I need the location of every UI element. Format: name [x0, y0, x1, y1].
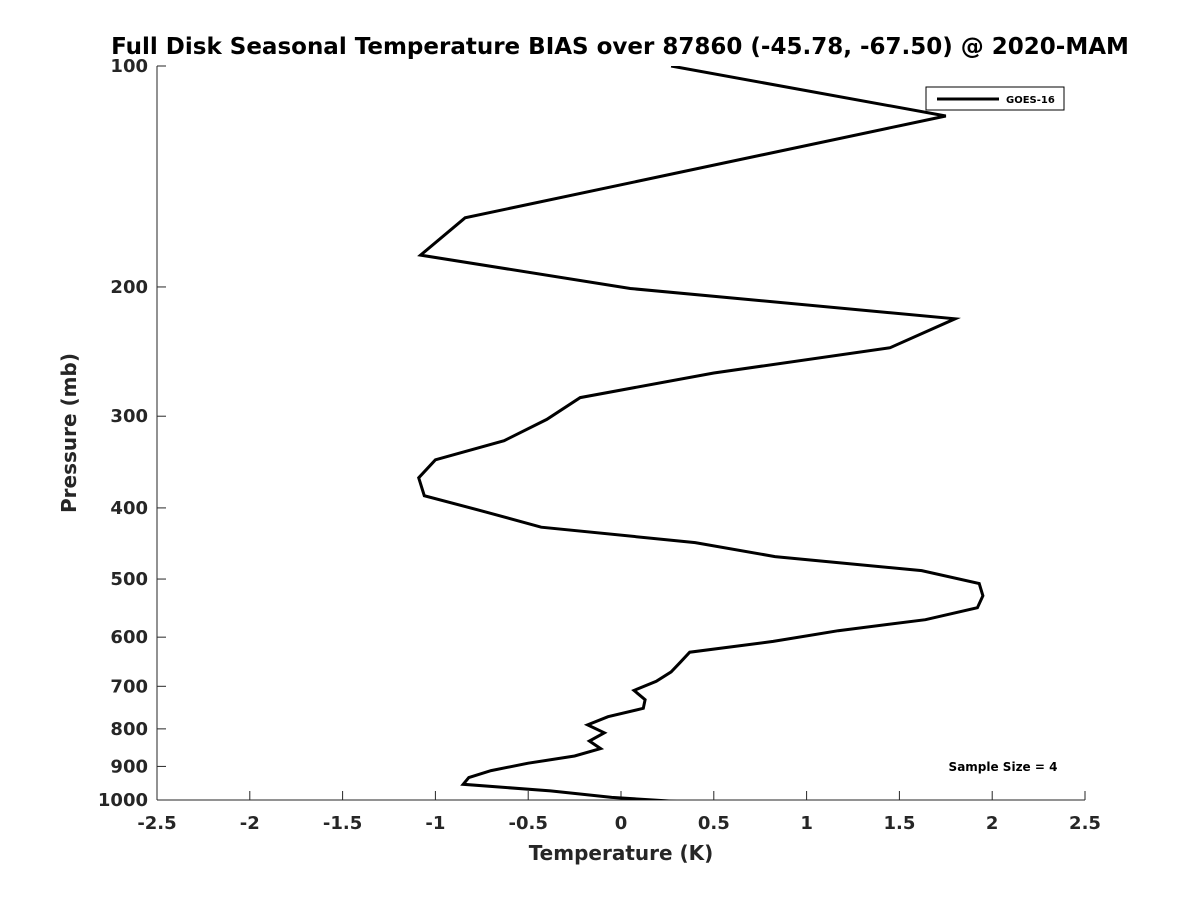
x-tick-label: 2: [986, 813, 999, 834]
chart-title: Full Disk Seasonal Temperature BIAS over…: [111, 34, 1129, 60]
x-tick-label: -1: [425, 813, 445, 834]
x-tick-label: 0: [615, 813, 628, 834]
x-tick-label: -2.5: [137, 813, 176, 834]
y-tick-label: 500: [110, 569, 148, 590]
x-axis-ticks: -2.5 -2 -1.5 -1 -0.5 0 0.5 1 1.5 2 2.5: [137, 791, 1101, 834]
y-axis-label: Pressure (mb): [57, 353, 81, 513]
x-tick-label: -0.5: [509, 813, 548, 834]
y-axis-ticks: 100 200 300 400 500 600 700 800 900 1000: [98, 56, 166, 811]
series-layer: [417, 66, 985, 800]
legend-label-goes-16: GOES-16: [1006, 95, 1055, 106]
y-tick-label: 400: [110, 498, 148, 519]
x-tick-label: -2: [240, 813, 260, 834]
x-tick-label: 1: [800, 813, 813, 834]
y-tick-label: 100: [110, 56, 148, 77]
x-tick-label: 0.5: [698, 813, 730, 834]
y-tick-label: 900: [110, 756, 148, 777]
y-tick-label: 600: [110, 627, 148, 648]
x-tick-label: 1.5: [883, 813, 915, 834]
x-axis-label: Temperature (K): [529, 841, 714, 865]
y-tick-label: 200: [110, 277, 148, 298]
y-tick-label: 300: [110, 406, 148, 427]
series-line-goes-16: [417, 66, 985, 800]
y-tick-label: 800: [110, 719, 148, 740]
x-tick-label: 2.5: [1069, 813, 1101, 834]
y-tick-label: 1000: [98, 790, 148, 811]
y-tick-label: 700: [110, 676, 148, 697]
sample-size-annotation: Sample Size = 4: [949, 760, 1058, 774]
x-tick-label: -1.5: [323, 813, 362, 834]
legend: GOES-16: [925, 86, 1065, 111]
